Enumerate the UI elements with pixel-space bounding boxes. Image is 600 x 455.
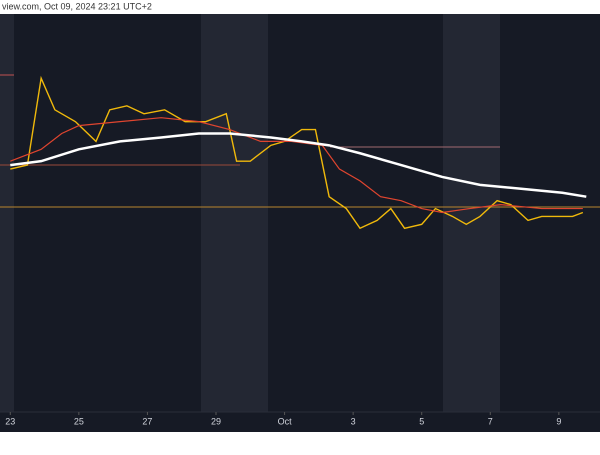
x-tick-label: 25 (74, 416, 84, 426)
header-bar (0, 0, 600, 14)
x-tick-label: 9 (556, 416, 561, 426)
footer (0, 432, 600, 450)
series-line (10, 75, 584, 230)
x-tick-label: 7 (488, 416, 493, 426)
x-tick-label: 3 (351, 416, 356, 426)
session-band (443, 14, 500, 412)
plot-background (0, 14, 600, 432)
chart-title: view.com, Oct 09, 2024 23:21 UTC+2 (2, 1, 152, 11)
session-band (201, 14, 268, 412)
x-tick-label: 23 (5, 416, 15, 426)
x-tick-label: Oct (278, 416, 293, 426)
x-tick-label: 27 (142, 416, 152, 426)
x-tick-label: 5 (419, 416, 424, 426)
x-tick-label: 29 (211, 416, 221, 426)
session-band (0, 14, 14, 412)
series-line (10, 132, 587, 198)
